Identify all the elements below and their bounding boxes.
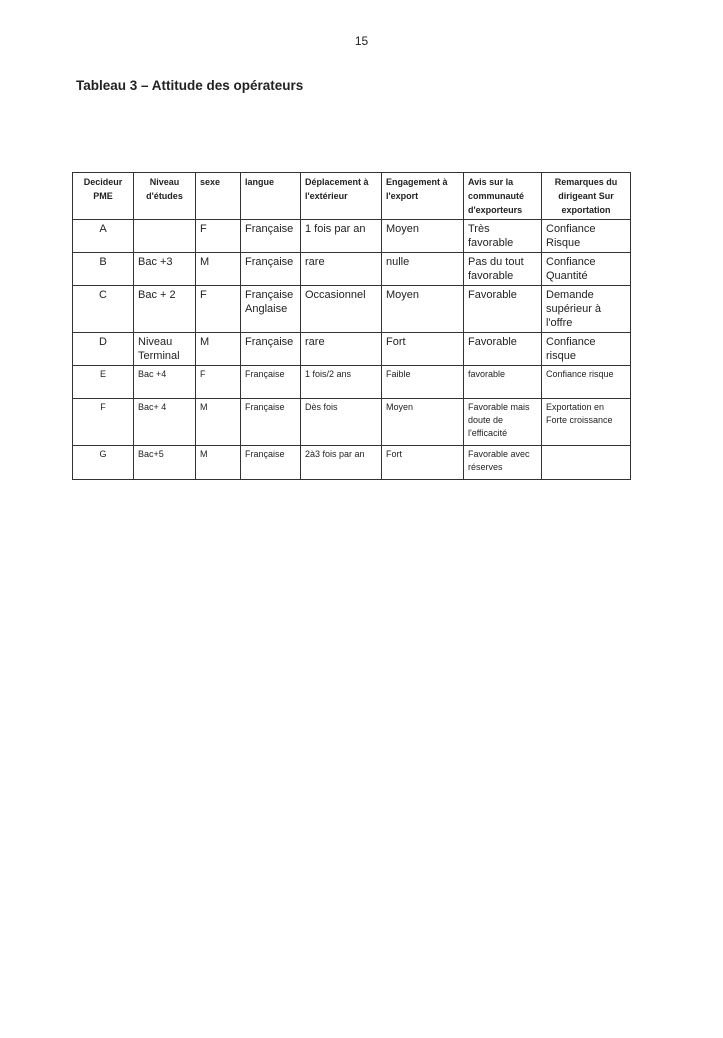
table-cell: Française	[240, 445, 301, 480]
table-cell: Bac+5	[133, 445, 196, 480]
table-cell: Confiance Quantité	[541, 252, 631, 286]
table-cell: C	[72, 285, 134, 333]
table-cell: Française	[240, 365, 301, 399]
table-row: E Bac +4 F Française 1 fois/2 ans Faible favor…	[72, 365, 631, 399]
table-cell: Française	[240, 219, 301, 253]
table-cell: 2à3 fois par an	[300, 445, 382, 480]
table-cell: Bac +4	[133, 365, 196, 399]
header-cell: sexe	[195, 172, 241, 220]
table-cell: rare	[300, 252, 382, 286]
table-cell: M	[195, 252, 241, 286]
table-cell: G	[72, 445, 134, 480]
table-cell: E	[72, 365, 134, 399]
table-cell: Favorable mais doute de l'efficacité	[463, 398, 542, 446]
table-row: D Niveau Terminal M Française rare Fort Favora…	[72, 332, 631, 366]
header-row: Decideur PME Niveau d'études sexe langue…	[72, 172, 631, 220]
table-cell: F	[195, 219, 241, 253]
table-cell: Occasionnel	[300, 285, 382, 333]
table-cell: A	[72, 219, 134, 253]
table-cell: M	[195, 332, 241, 366]
header-cell: Engagement à l'export	[381, 172, 464, 220]
table-cell: Niveau Terminal	[133, 332, 196, 366]
table-cell: Confiance risque	[541, 332, 631, 366]
table-cell: Française Anglaise	[240, 285, 301, 333]
table-title: Tableau 3 – Attitude des opérateurs	[76, 78, 304, 93]
table-cell: Pas du tout favorable	[463, 252, 542, 286]
table-cell: Confiance risque	[541, 365, 631, 399]
table-cell: favorable	[463, 365, 542, 399]
table-cell: Bac+ 4	[133, 398, 196, 446]
table-cell: Faible	[381, 365, 464, 399]
table-row: B Bac +3 M Française rare nulle Pas du tout fa…	[72, 252, 631, 286]
table-cell: M	[195, 445, 241, 480]
table-cell	[541, 445, 631, 480]
table-cell: Française	[240, 252, 301, 286]
table-cell: nulle	[381, 252, 464, 286]
table-cell: Exportation en Forte croissance	[541, 398, 631, 446]
header-cell: Remarques du dirigeant Sur exportation	[541, 172, 631, 220]
table-cell: Favorable avec réserves	[463, 445, 542, 480]
header-cell: Niveau d'études	[133, 172, 196, 220]
table-cell: 1 fois/2 ans	[300, 365, 382, 399]
table-cell: M	[195, 398, 241, 446]
table-cell: Française	[240, 398, 301, 446]
table-cell: Moyen	[381, 398, 464, 446]
table-cell: Fort	[381, 445, 464, 480]
table-cell: Demande supérieur à l'offre	[541, 285, 631, 333]
table-cell: Dès fois	[300, 398, 382, 446]
header-cell: Avis sur la communauté d'exporteurs	[463, 172, 542, 220]
table-cell: rare	[300, 332, 382, 366]
table-cell: D	[72, 332, 134, 366]
table-cell: Moyen	[381, 219, 464, 253]
table-cell: Favorable	[463, 285, 542, 333]
header-cell: langue	[240, 172, 301, 220]
table-cell: F	[72, 398, 134, 446]
page-number: 15	[354, 34, 369, 48]
table-row: C Bac + 2 F Française Anglaise Occasionnel Mo…	[72, 285, 631, 333]
table-cell: Moyen	[381, 285, 464, 333]
header-cell: Déplacement à l'extérieur	[300, 172, 382, 220]
table-cell	[133, 219, 196, 253]
table-row: A F Française 1 fois par an Moyen Très favora…	[72, 219, 631, 253]
table-cell: 1 fois par an	[300, 219, 382, 253]
table-cell: Française	[240, 332, 301, 366]
table-cell: B	[72, 252, 134, 286]
table-cell: Très favorable	[463, 219, 542, 253]
table-cell: F	[195, 285, 241, 333]
table-cell: Bac +3	[133, 252, 196, 286]
table-cell: F	[195, 365, 241, 399]
operators-attitude-table: Decideur PME Niveau d'études sexe langue…	[72, 172, 631, 480]
table-cell: Favorable	[463, 332, 542, 366]
table-cell: Confiance Risque	[541, 219, 631, 253]
table-cell: Fort	[381, 332, 464, 366]
header-cell: Decideur PME	[72, 172, 134, 220]
table-row: F Bac+ 4 M Française Dès fois Moyen Favorable …	[72, 398, 631, 446]
table-row: G Bac+5 M Française 2à3 fois par an Fort Favor…	[72, 445, 631, 480]
table-cell: Bac + 2	[133, 285, 196, 333]
